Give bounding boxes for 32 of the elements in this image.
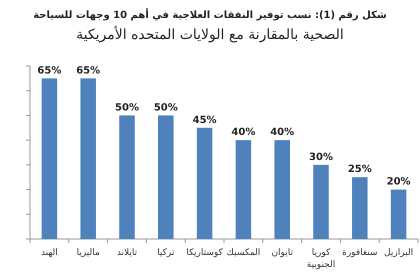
x-tick-label: ماليزيا [76,248,100,258]
bar [80,78,96,239]
data-label: 50% [154,102,178,114]
x-tick-label: الهند [40,248,58,258]
bar [119,115,135,239]
data-label: 65% [76,65,100,76]
x-tick-label: المكسيك [226,248,260,258]
bar [196,128,212,239]
chart-title: شكل رقم (1): نسب توفير النفقات العلاجية في أهم 10 وجهات للسياحة [33,8,387,21]
x-tick-label: تايلاند [116,248,138,258]
bar [42,78,58,239]
bar [158,115,174,239]
data-label: 25% [348,164,372,176]
x-tick-label: سنغافورة [342,248,378,258]
bar [352,177,368,239]
x-tick-label: البرازيل [384,248,414,258]
data-label: 65% [37,65,62,76]
bar [390,190,406,239]
data-label: 20% [386,176,411,188]
data-label: 30% [309,152,333,163]
x-tick-label: تركيا [157,248,175,258]
data-label: 45% [192,114,217,126]
chart-subtitle: الصحية بالمقارنة مع الولايات المتحده الأمريكية [76,25,344,43]
x-tick-label: كوريا الجنوبية [306,248,336,270]
bar [236,140,252,239]
data-label: 40% [231,127,256,138]
data-label: 40% [270,127,294,138]
x-tick-label: تايوان [271,248,294,258]
bar [313,164,329,239]
x-tick-label: كوستاريكا [186,248,224,258]
bar [274,140,290,239]
data-label: 50% [115,102,139,114]
